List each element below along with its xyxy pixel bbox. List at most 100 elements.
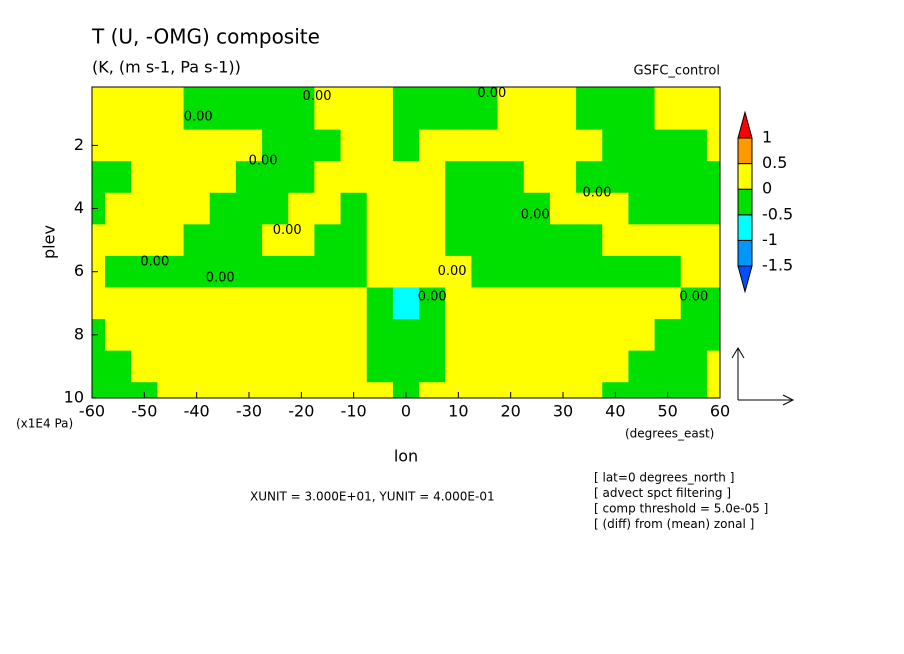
field-cell [445,319,472,352]
field-cell [340,192,368,225]
field-cell [549,255,577,288]
field-cell [157,129,185,162]
field-cell [419,350,446,383]
field-cell [366,192,394,225]
field-cell [366,350,394,383]
field-cell [706,87,721,131]
contour-label: 0.00 [583,185,612,200]
field-cell [288,382,315,399]
field-cell [209,350,237,383]
field-cell [262,161,289,194]
field-cell [497,129,525,162]
field-cell [288,319,315,352]
field-cell [680,161,708,194]
field-cell [157,382,185,399]
field-cell [654,87,682,131]
field-cell [392,287,420,320]
field-cell [157,87,185,131]
field-cell [471,287,499,320]
field-cell [549,382,577,399]
reference-vector [731,347,795,406]
field-cell [235,192,263,225]
field-cell [576,161,603,194]
x-tick-label: 50 [657,402,677,421]
colorbar-box [737,163,753,190]
x-tick-label: -40 [184,402,210,421]
field-cell [157,224,185,257]
field-cell [549,192,577,225]
field-cell [262,224,289,257]
field-cell [392,382,420,399]
field-cell [183,224,211,257]
y-axis-unit: (x1E4 Pa) [16,417,73,431]
field-cell [576,350,603,383]
y-tick-label: 4 [74,198,84,217]
field-cell [209,129,237,162]
field-cell [471,161,499,194]
field-cell [628,287,656,320]
field-cell [183,192,211,225]
field-cell [92,319,106,352]
field-cell [340,224,368,257]
x-axis-unit: (degrees_east) [625,427,714,441]
field-cell [445,382,472,399]
field-cell [157,161,185,194]
field-cell [680,319,708,352]
field-cell [471,255,499,288]
contour-label: 0.00 [679,289,708,304]
field-cell [706,319,721,352]
field-cell [392,87,420,131]
field-cell [314,87,342,131]
colorbar-label: -1.5 [762,256,793,275]
field-cell [131,382,158,399]
field-cell [576,319,603,352]
field-cell [706,287,721,320]
x-tick-label: -30 [236,402,262,421]
field-cell [314,224,342,257]
x-tick-label: -60 [79,402,105,421]
field-cell [92,129,106,162]
field-cell [157,319,185,352]
field-cell [235,129,263,162]
field-cell [340,161,368,194]
field-cell [523,255,551,288]
field-cell [131,287,158,320]
contour-label: 0.00 [273,223,302,238]
x-tick-label: -50 [131,402,157,421]
y-tick-label: 6 [74,261,84,280]
field-cell [235,382,263,399]
field-cell [209,287,237,320]
field-cell [105,129,132,162]
field-cell [419,161,446,194]
field-cell [209,319,237,352]
field-cell [549,161,577,194]
x-tick-label: -20 [288,402,314,421]
field-cell [340,287,368,320]
field-cell [602,161,629,194]
field-cell [471,192,499,225]
field-cell [131,224,158,257]
note: [ advect spct filtering ] [594,486,731,500]
field-cell [654,382,682,399]
colorbar-box [737,137,753,165]
field-cell [288,255,315,288]
field-cell [157,255,185,288]
field-cell [235,255,263,288]
note: [ comp threshold = 5.0e-05 ] [594,502,768,516]
field-cell [235,224,263,257]
field-cell [680,382,708,399]
field-cell [340,255,368,288]
field-cell [680,255,708,288]
field-cell [680,287,708,320]
field-cell [183,255,211,288]
field-cell [706,192,721,225]
field-cell [314,129,342,162]
field-cell [576,192,603,225]
field-cell [549,87,577,131]
contour-label: 0.00 [140,255,169,270]
chart-subtitle: (K, (m s-1, Pa s-1)) [92,58,241,77]
field-cell [314,382,342,399]
field-cell [92,382,106,399]
field-cell [288,350,315,383]
